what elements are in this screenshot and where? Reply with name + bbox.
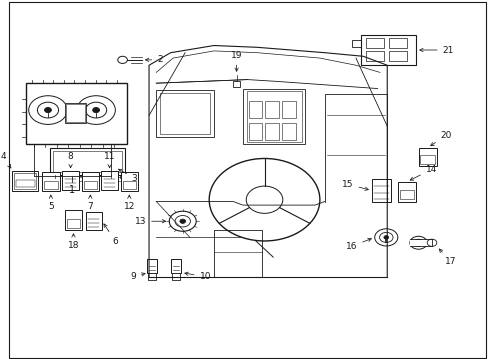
Bar xyxy=(42,172,60,192)
Text: 18: 18 xyxy=(68,234,79,250)
Text: 11: 11 xyxy=(103,152,115,168)
Circle shape xyxy=(175,216,190,227)
Bar xyxy=(420,156,434,163)
Bar xyxy=(53,150,122,172)
Circle shape xyxy=(379,232,392,242)
Text: 1: 1 xyxy=(69,185,75,195)
Bar xyxy=(26,83,127,144)
Bar xyxy=(170,259,181,273)
Bar xyxy=(117,177,123,181)
Circle shape xyxy=(413,239,423,246)
Circle shape xyxy=(246,186,282,213)
Bar xyxy=(67,219,80,228)
Text: 16: 16 xyxy=(345,238,370,251)
Bar xyxy=(365,51,383,61)
Circle shape xyxy=(209,158,319,241)
Circle shape xyxy=(409,236,427,249)
Text: 8: 8 xyxy=(67,152,73,168)
Circle shape xyxy=(169,211,196,231)
Text: 10: 10 xyxy=(184,272,211,281)
Bar xyxy=(50,148,125,175)
Bar xyxy=(397,182,415,202)
Bar xyxy=(248,123,262,140)
Bar xyxy=(44,181,58,189)
Bar xyxy=(160,93,210,134)
Bar xyxy=(360,35,415,65)
Text: 20: 20 xyxy=(430,131,451,146)
Text: 14: 14 xyxy=(409,165,436,180)
Bar xyxy=(399,190,413,199)
Bar xyxy=(172,273,180,280)
Bar xyxy=(148,273,156,280)
Bar xyxy=(156,90,214,137)
Text: 17: 17 xyxy=(438,249,456,266)
Bar xyxy=(265,123,278,140)
Circle shape xyxy=(180,219,185,224)
Text: 13: 13 xyxy=(134,217,165,226)
Bar xyxy=(146,259,157,273)
Circle shape xyxy=(77,96,115,125)
Bar xyxy=(388,51,406,61)
Bar xyxy=(243,89,305,144)
Bar xyxy=(371,179,390,202)
Bar xyxy=(52,177,59,181)
Circle shape xyxy=(118,56,127,63)
Circle shape xyxy=(374,229,397,246)
Bar xyxy=(66,104,85,122)
Bar xyxy=(121,172,138,192)
Text: 4: 4 xyxy=(0,152,11,168)
Bar xyxy=(282,101,295,118)
Bar xyxy=(83,181,97,189)
Bar xyxy=(62,171,79,190)
Circle shape xyxy=(44,108,51,113)
Circle shape xyxy=(37,102,59,118)
Circle shape xyxy=(427,239,436,246)
Text: 3: 3 xyxy=(118,169,137,183)
Text: 15: 15 xyxy=(342,180,367,190)
Bar xyxy=(418,148,436,166)
Text: 19: 19 xyxy=(230,50,242,71)
Text: 7: 7 xyxy=(87,195,93,211)
Circle shape xyxy=(85,102,106,118)
Bar xyxy=(232,81,240,87)
Bar xyxy=(85,212,102,230)
Bar xyxy=(65,211,82,230)
Bar xyxy=(122,181,136,189)
Bar xyxy=(81,172,99,192)
Bar xyxy=(246,91,301,141)
Text: 6: 6 xyxy=(103,224,118,246)
Bar xyxy=(14,173,37,189)
Bar xyxy=(65,103,86,123)
Text: 5: 5 xyxy=(48,195,54,211)
Text: 2: 2 xyxy=(145,55,163,64)
Circle shape xyxy=(383,235,388,239)
Bar xyxy=(101,171,118,190)
Text: 21: 21 xyxy=(419,45,453,54)
Bar xyxy=(78,177,85,181)
Bar xyxy=(282,123,295,140)
Bar xyxy=(16,180,35,187)
Bar xyxy=(265,101,278,118)
Bar xyxy=(365,39,383,48)
Bar xyxy=(409,240,427,246)
Circle shape xyxy=(29,96,67,125)
Text: 12: 12 xyxy=(123,195,135,211)
Bar xyxy=(388,39,406,48)
Bar xyxy=(248,101,262,118)
Text: 9: 9 xyxy=(130,272,145,281)
Bar xyxy=(12,171,38,191)
Circle shape xyxy=(93,108,99,113)
Bar xyxy=(107,177,114,181)
